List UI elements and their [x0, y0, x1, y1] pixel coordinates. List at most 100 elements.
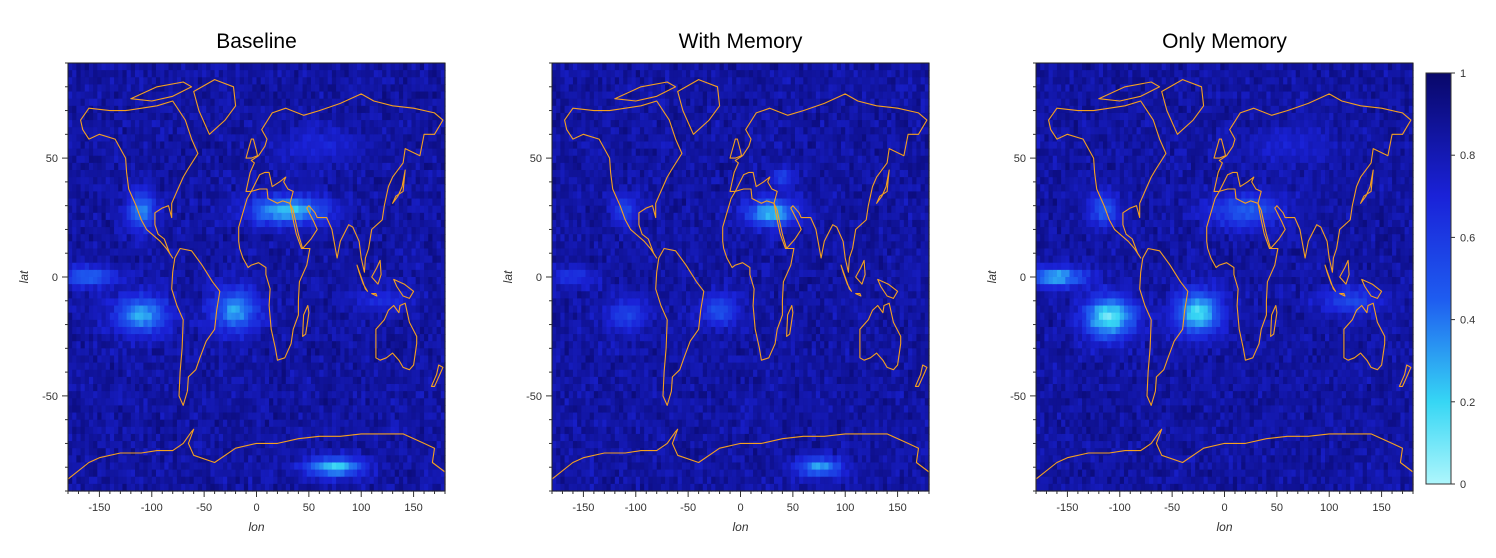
heatmap-cell: [227, 312, 232, 321]
heatmap-cell: [348, 433, 354, 442]
heatmap-cell: [377, 362, 383, 371]
heatmap-cell: [277, 269, 283, 278]
heatmap-cell: [130, 227, 136, 235]
heatmap-cell: [122, 412, 128, 421]
heatmap-cell: [214, 419, 220, 428]
heatmap-cell: [260, 305, 266, 314]
heatmap-cell: [398, 319, 404, 328]
heatmap-cell: [72, 448, 77, 456]
heatmap-cell: [168, 455, 174, 464]
heatmap-cell: [206, 155, 212, 164]
heatmap-cell: [298, 376, 304, 385]
heatmap-cell: [269, 298, 274, 307]
heatmap-cell: [68, 448, 73, 456]
heatmap-cell: [290, 241, 295, 250]
heatmap-cell: [193, 77, 199, 85]
heatmap-cell: [160, 241, 165, 250]
heatmap-cell: [256, 148, 262, 157]
heatmap-cell: [118, 369, 124, 378]
heatmap-cell: [302, 170, 308, 178]
heatmap-cell: [105, 91, 111, 100]
heatmap-cell: [377, 112, 383, 121]
heatmap-cell: [147, 277, 153, 285]
heatmap-cell: [365, 234, 371, 242]
heatmap-cell: [319, 184, 325, 192]
heatmap-cell: [411, 305, 417, 314]
heatmap-cell: [101, 355, 107, 364]
heatmap-cell: [264, 441, 270, 449]
heatmap-cell: [206, 198, 212, 207]
heatmap-cell: [202, 84, 207, 93]
heatmap-cell: [377, 441, 383, 449]
heatmap-cell: [147, 248, 153, 257]
heatmap-cell: [76, 433, 82, 442]
heatmap-cell: [365, 455, 371, 464]
heatmap-cell: [202, 191, 207, 200]
heatmap-cell: [176, 419, 182, 428]
heatmap-cell: [310, 120, 316, 128]
heatmap-cell: [243, 348, 249, 357]
heatmap-cell: [101, 84, 107, 93]
heatmap-cell: [294, 355, 299, 364]
heatmap-cell: [222, 227, 228, 235]
heatmap-cell: [344, 155, 350, 164]
heatmap-cell: [407, 212, 413, 221]
heatmap-cell: [273, 227, 279, 235]
heatmap-cell: [331, 155, 337, 164]
heatmap-cell: [239, 241, 245, 250]
heatmap-cell: [302, 384, 308, 392]
heatmap-cell: [206, 91, 212, 100]
heatmap-cell: [243, 155, 249, 164]
heatmap-cell: [88, 269, 94, 278]
heatmap-cell: [139, 105, 144, 114]
heatmap-cell: [369, 433, 375, 442]
heatmap-cell: [310, 234, 316, 242]
heatmap-cell: [80, 134, 86, 143]
heatmap-cell: [243, 391, 249, 399]
heatmap-cell: [206, 234, 212, 242]
heatmap-cell: [227, 398, 232, 406]
heatmap-cell: [294, 141, 299, 150]
heatmap-cell: [160, 412, 165, 421]
heatmap-cell: [290, 227, 295, 235]
heatmap-cell: [114, 184, 119, 192]
heatmap-cell: [348, 462, 354, 471]
heatmap-cell: [269, 148, 274, 157]
heatmap-cell: [281, 219, 287, 228]
heatmap-cell: [235, 120, 241, 128]
heatmap-cell: [109, 291, 115, 299]
heatmap-cell: [97, 326, 103, 335]
heatmap-cell: [143, 84, 149, 93]
heatmap-cell: [331, 277, 337, 285]
heatmap-cell: [294, 312, 299, 321]
heatmap-cell: [290, 198, 295, 207]
heatmap-cell: [235, 398, 241, 406]
heatmap-cell: [72, 191, 77, 200]
heatmap-cell: [256, 284, 262, 292]
heatmap-cell: [239, 355, 245, 364]
heatmap-cell: [302, 120, 308, 128]
heatmap-cell: [331, 162, 337, 171]
heatmap-cell: [298, 355, 304, 364]
heatmap-cell: [260, 234, 266, 242]
heatmap-cell: [126, 284, 132, 292]
heatmap-cell: [109, 155, 115, 164]
heatmap-cell: [114, 312, 119, 321]
heatmap-cell: [344, 227, 350, 235]
heatmap-cell: [290, 441, 295, 449]
heatmap-cell: [202, 205, 207, 214]
heatmap-cell: [373, 384, 379, 392]
heatmap-cell: [231, 248, 237, 257]
heatmap-cell: [310, 248, 316, 257]
heatmap-cell: [109, 112, 115, 121]
heatmap-cell: [193, 291, 199, 299]
heatmap-cell: [398, 255, 404, 264]
heatmap-cell: [185, 369, 191, 378]
heatmap-cell: [248, 419, 253, 428]
heatmap-cell: [344, 455, 350, 464]
heatmap-cell: [365, 198, 371, 207]
heatmap-cell: [68, 405, 73, 414]
heatmap-cell: [348, 127, 354, 135]
heatmap-cell: [365, 227, 371, 235]
heatmap-cell: [151, 277, 157, 285]
